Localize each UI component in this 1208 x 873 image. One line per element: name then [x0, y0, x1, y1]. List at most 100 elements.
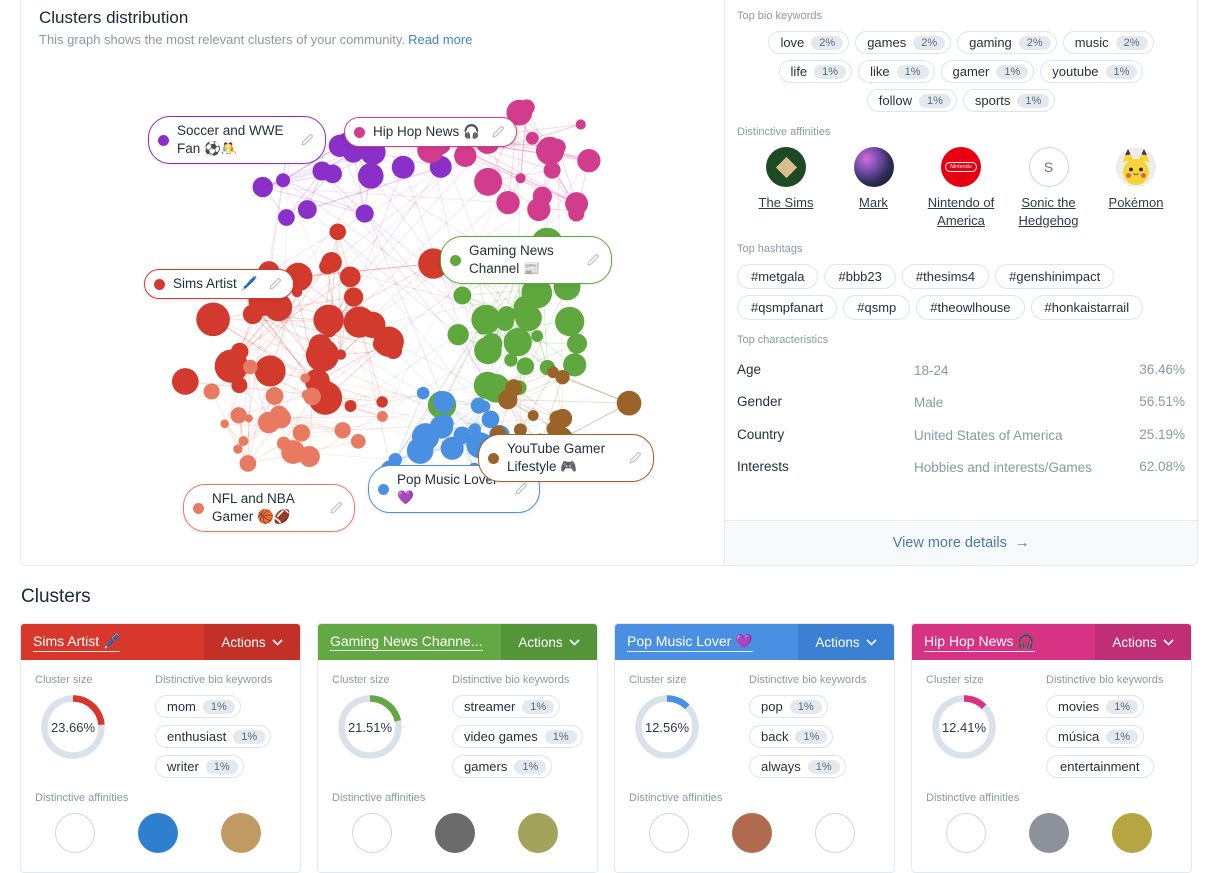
graph-node-sims-artist[interactable] [255, 356, 286, 387]
graph-node-pop-music[interactable] [407, 437, 434, 464]
cluster-card-name[interactable]: Hip Hop News 🎧 [924, 633, 1035, 652]
affinity-name[interactable]: Sonic the Hedgehog [1006, 194, 1092, 229]
affinity-avatar[interactable] [55, 813, 95, 853]
actions-dropdown[interactable]: Actions [798, 624, 894, 660]
graph-node-gaming-news[interactable] [447, 324, 468, 345]
graph-node-gaming-news[interactable] [504, 328, 532, 356]
graph-node-hip-hop-news[interactable] [454, 145, 476, 167]
graph-node-sims-artist[interactable] [344, 287, 363, 306]
edit-cluster-icon[interactable] [267, 276, 283, 292]
edit-cluster-icon[interactable] [299, 132, 315, 148]
graph-node-pop-music[interactable] [430, 415, 453, 438]
affinity-avatar[interactable] [946, 813, 986, 853]
graph-node-nfl-nba[interactable] [240, 455, 257, 472]
affinity-mark[interactable]: Mark [831, 147, 917, 229]
graph-node-soccer-wwe[interactable] [358, 163, 384, 189]
graph-node-nfl-nba[interactable] [231, 407, 247, 423]
view-more-details-link[interactable]: View more details → [893, 535, 1030, 551]
graph-node-soccer-wwe[interactable] [323, 165, 342, 184]
graph-node-nfl-nba[interactable] [238, 436, 248, 446]
hashtag-chip[interactable]: #genshinimpact [995, 264, 1114, 289]
cluster-pill-sims-artist[interactable]: Sims Artist 🖊️ [144, 269, 294, 299]
edit-cluster-icon[interactable] [513, 481, 529, 497]
affinity-avatar[interactable] [435, 813, 475, 853]
graph-node-sims-artist[interactable] [309, 334, 332, 357]
graph-node-sims-artist[interactable] [196, 303, 230, 337]
hashtag-chip[interactable]: #qsmp [843, 295, 910, 320]
graph-node-hip-hop-news[interactable] [565, 192, 588, 215]
graph-node-youtube-gamer[interactable] [617, 391, 642, 416]
graph-node-nfl-nba[interactable] [293, 424, 310, 441]
affinity-avatar[interactable] [1029, 813, 1069, 853]
hashtag-chip[interactable]: #theowlhouse [916, 295, 1024, 320]
edit-cluster-icon[interactable] [328, 500, 344, 516]
hashtag-chip[interactable]: #qsmpfanart [737, 295, 837, 320]
graph-node-gaming-news[interactable] [567, 334, 587, 354]
cluster-card-name[interactable]: Pop Music Lover 💜 [627, 633, 753, 652]
graph-node-pop-music[interactable] [482, 410, 500, 428]
graph-node-hip-hop-news[interactable] [536, 137, 564, 165]
affinity-avatar[interactable] [221, 813, 261, 853]
graph-node-nfl-nba[interactable] [233, 444, 242, 453]
graph-node-nfl-nba[interactable] [243, 360, 257, 374]
affinity-avatar[interactable] [732, 813, 772, 853]
graph-node-sims-artist[interactable] [336, 349, 346, 359]
graph-node-sims-artist[interactable] [345, 400, 357, 412]
graph-node-soccer-wwe[interactable] [278, 209, 295, 226]
actions-dropdown[interactable]: Actions [1095, 624, 1191, 660]
affinity-avatar[interactable] [1112, 813, 1152, 853]
graph-node-gaming-news[interactable] [517, 358, 535, 376]
graph-node-youtube-gamer[interactable] [505, 379, 522, 396]
graph-node-pop-music[interactable] [479, 401, 490, 412]
graph-node-soccer-wwe[interactable] [392, 156, 415, 179]
cluster-card-name[interactable]: Sims Artist 🖊️ [33, 633, 120, 652]
affinity-nintendo[interactable]: Nintendo Nintendo of America [918, 147, 1004, 229]
graph-node-pop-music[interactable] [441, 437, 464, 460]
graph-node-youtube-gamer[interactable] [547, 366, 559, 378]
graph-node-sims-artist[interactable] [243, 304, 263, 324]
affinity-avatar[interactable] [649, 813, 689, 853]
graph-node-gaming-news[interactable] [474, 372, 501, 399]
graph-node-sims-artist[interactable] [385, 341, 403, 359]
graph-node-gaming-news[interactable] [453, 287, 471, 305]
graph-node-soccer-wwe[interactable] [356, 205, 374, 223]
graph-node-sims-artist[interactable] [329, 223, 346, 240]
graph-node-nfl-nba[interactable] [300, 373, 310, 383]
graph-node-nfl-nba[interactable] [270, 405, 288, 423]
cluster-pill-nfl-nba[interactable]: NFL and NBA Gamer 🏀🏈 [183, 484, 355, 532]
affinity-avatar[interactable] [138, 813, 178, 853]
graph-node-gaming-news[interactable] [531, 330, 543, 342]
graph-node-nfl-nba[interactable] [245, 414, 253, 422]
graph-node-pop-music[interactable] [417, 387, 429, 399]
graph-node-sims-artist[interactable] [376, 396, 387, 407]
cluster-pill-youtube-gamer[interactable]: YouTube Gamer Lifestyle 🎮 [478, 434, 654, 482]
graph-node-nfl-nba[interactable] [377, 411, 388, 422]
graph-node-hip-hop-news[interactable] [474, 168, 502, 196]
graph-node-youtube-gamer[interactable] [528, 410, 539, 421]
graph-node-nfl-nba[interactable] [281, 440, 305, 464]
cluster-pill-soccer-wwe[interactable]: Soccer and WWE Fan ⚽🤼 [148, 116, 326, 164]
affinity-avatar[interactable] [815, 813, 855, 853]
cluster-keyword-chip[interactable]: entertainment [1046, 755, 1154, 778]
graph-node-soccer-wwe[interactable] [253, 177, 273, 197]
edit-cluster-icon[interactable] [585, 252, 601, 268]
graph-node-sims-artist[interactable] [321, 252, 342, 273]
hashtag-chip[interactable]: #bbb23 [824, 264, 895, 289]
graph-node-nfl-nba[interactable] [266, 387, 284, 405]
affinity-sonic[interactable]: S Sonic the Hedgehog [1006, 147, 1092, 229]
cluster-pill-gaming-news[interactable]: Gaming News Channel 📰 [440, 236, 612, 284]
graph-node-gaming-news[interactable] [481, 333, 502, 354]
